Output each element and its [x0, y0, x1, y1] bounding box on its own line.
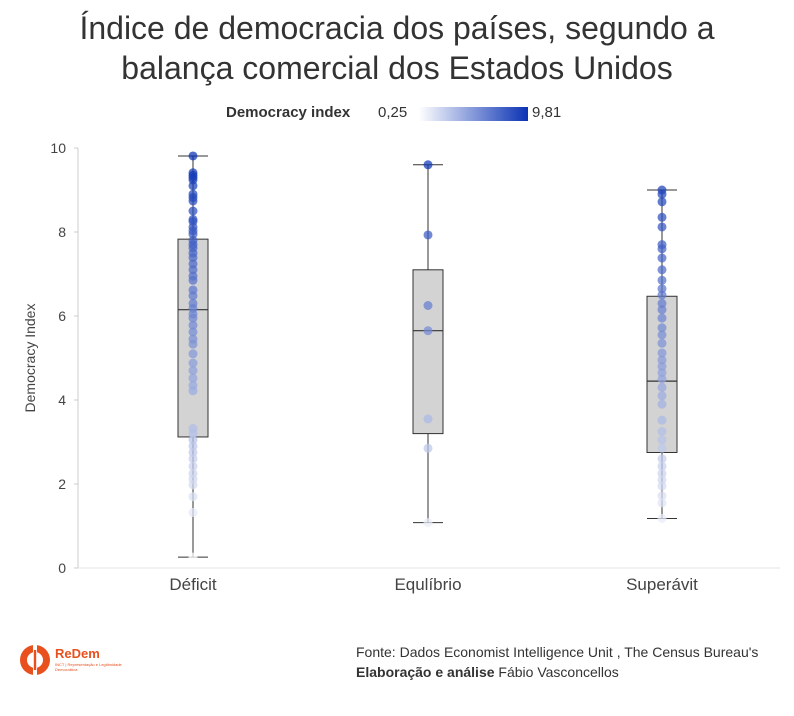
chart-title-line-1: Índice de democracia dos países, segundo… — [79, 10, 715, 46]
data-point — [188, 358, 198, 368]
color-legend-label: Democracy index — [226, 104, 351, 121]
footer-credit: Elaboração e análise Fábio Vasconcellos — [356, 664, 619, 680]
color-legend-gradient — [419, 107, 528, 121]
data-point — [188, 373, 198, 383]
data-point — [188, 291, 198, 301]
box-iqr — [412, 269, 444, 435]
footer-credit-label: Elaboração e análise — [356, 664, 495, 680]
data-point — [423, 301, 433, 310]
data-point — [657, 374, 667, 384]
data-point — [657, 443, 667, 453]
data-point — [423, 518, 433, 528]
data-point — [657, 290, 667, 300]
data-point — [657, 197, 667, 207]
data-point — [423, 326, 433, 336]
y-tick-label: 6 — [58, 308, 66, 324]
data-point — [423, 230, 433, 240]
y-axis-title: Democracy Index — [22, 304, 38, 413]
color-legend: Democracy index 0,25 9,81 — [0, 103, 794, 123]
data-point — [657, 338, 667, 348]
data-point — [657, 298, 667, 308]
data-point — [657, 330, 667, 340]
data-point — [188, 151, 198, 161]
data-point — [188, 320, 198, 330]
data-point — [657, 323, 667, 333]
data-point — [657, 491, 667, 501]
x-tick-label: Déficit — [169, 575, 217, 594]
chart-title: Índice de democracia dos países, segundo… — [0, 8, 794, 88]
x-tick-label: Equlíbrio — [394, 575, 461, 594]
data-point — [657, 222, 667, 232]
data-point — [657, 475, 667, 485]
data-point — [188, 386, 198, 396]
data-point — [188, 448, 198, 457]
y-tick-label: 0 — [58, 560, 66, 576]
chart-title-line-2: balança comercial dos Estados Unidos — [121, 50, 673, 86]
data-point — [657, 513, 667, 523]
redem-logo-subtitle: INCT | Representação e Legitimidade Demo… — [55, 662, 122, 672]
y-tick-label: 2 — [58, 476, 66, 492]
data-point — [188, 265, 198, 275]
x-tick-label: Superávit — [626, 575, 698, 594]
y-tick-label: 4 — [58, 392, 66, 408]
footer-credit-name: Fábio Vasconcellos — [498, 664, 619, 680]
color-legend-max: 9,81 — [532, 104, 562, 121]
data-point — [657, 415, 667, 425]
data-point — [657, 284, 667, 294]
redem-logo-name: ReDem — [55, 646, 100, 661]
data-point — [657, 305, 667, 315]
data-point — [657, 244, 667, 254]
redem-logo-icon — [20, 644, 50, 676]
data-point — [188, 327, 198, 337]
data-point — [657, 313, 667, 323]
data-point — [657, 498, 667, 508]
data-point — [188, 552, 198, 562]
data-point — [188, 349, 198, 359]
data-point — [657, 391, 667, 401]
color-legend-min: 0,25 — [378, 104, 408, 121]
data-point — [657, 454, 667, 464]
data-point — [657, 399, 667, 409]
data-point — [188, 339, 198, 349]
y-tick-label: 8 — [58, 224, 66, 240]
data-point — [188, 461, 198, 471]
data-point — [188, 366, 198, 376]
data-point — [657, 427, 667, 436]
data-point — [423, 414, 433, 424]
data-point — [188, 229, 198, 239]
data-point — [657, 361, 667, 371]
data-point — [657, 481, 667, 491]
data-point — [188, 275, 198, 285]
data-point — [657, 469, 667, 478]
data-point — [188, 429, 198, 439]
data-point — [657, 265, 667, 275]
data-point — [188, 253, 198, 263]
data-point — [188, 196, 198, 206]
data-point — [188, 480, 198, 490]
data-point — [188, 441, 198, 451]
data-point — [188, 181, 198, 191]
data-point — [423, 160, 433, 170]
data-point — [657, 461, 667, 471]
data-point — [423, 443, 433, 453]
data-point — [188, 313, 198, 323]
data-point — [188, 435, 198, 445]
data-point — [657, 253, 667, 263]
data-point — [188, 206, 198, 216]
data-point — [188, 492, 198, 502]
data-point — [657, 382, 667, 392]
data-point — [657, 212, 667, 222]
data-point — [188, 508, 198, 518]
data-point — [657, 355, 667, 365]
data-point — [657, 368, 667, 378]
y-tick-label: 10 — [50, 140, 66, 156]
data-point — [657, 435, 667, 445]
footer-source: Fonte: Dados Economist Intelligence Unit… — [356, 644, 759, 660]
data-point — [657, 275, 667, 285]
data-point — [657, 189, 667, 199]
data-point — [188, 454, 198, 464]
redem-logo: ReDem INCT | Representação e Legitimidad… — [18, 636, 138, 684]
boxplot-chart: 0 2 4 6 8 10 Democracy Index Déficit Equlíbrio Su… — [22, 140, 780, 594]
data-point — [657, 348, 667, 358]
